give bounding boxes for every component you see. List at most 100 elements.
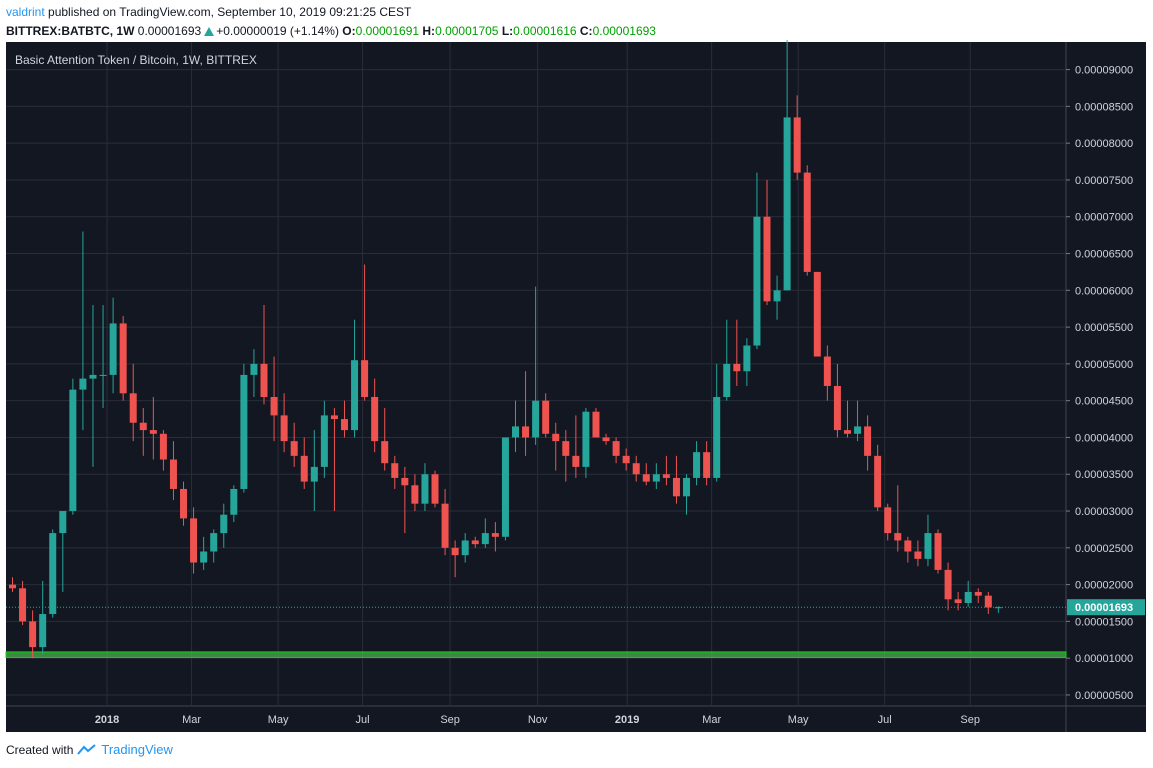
created-with-text: Created with bbox=[6, 742, 74, 757]
candle bbox=[793, 95, 801, 180]
candle bbox=[914, 540, 922, 567]
tradingview-brand[interactable]: TradingView bbox=[101, 742, 173, 757]
x-tick-label: Mar bbox=[702, 714, 721, 726]
candle bbox=[672, 455, 680, 504]
x-tick-label: May bbox=[788, 714, 809, 726]
grid-lines bbox=[6, 42, 1146, 732]
candle bbox=[320, 400, 328, 478]
candle bbox=[723, 319, 731, 401]
candle bbox=[79, 231, 87, 431]
candle bbox=[240, 363, 248, 493]
candle bbox=[813, 271, 821, 357]
candle bbox=[713, 363, 721, 482]
y-tick-label: 0.00006000 bbox=[1075, 285, 1133, 297]
x-tick-label: Nov bbox=[528, 714, 548, 726]
y-tick-label: 0.00003000 bbox=[1075, 506, 1133, 518]
candle bbox=[260, 305, 268, 405]
tradingview-logo-icon bbox=[77, 743, 97, 755]
footer: Created with TradingView bbox=[6, 742, 173, 757]
candle bbox=[552, 422, 560, 471]
candle bbox=[340, 400, 348, 438]
candle bbox=[904, 536, 912, 563]
candle bbox=[743, 338, 751, 386]
price-change: +0.00000019 (+1.14%) bbox=[216, 24, 339, 38]
candle bbox=[129, 363, 137, 442]
x-tick-label: Sep bbox=[440, 714, 460, 726]
low-label: L: bbox=[501, 24, 514, 38]
chart-header: valdrint published on TradingView.com, S… bbox=[6, 4, 656, 39]
candle bbox=[522, 371, 530, 456]
candle bbox=[119, 316, 127, 401]
candle bbox=[562, 430, 570, 482]
y-tick-label: 0.00005000 bbox=[1075, 359, 1133, 371]
symbol-label: BITTREX:BATBTC, 1W bbox=[6, 24, 135, 38]
last-price-badge: 0.00001693 bbox=[1067, 599, 1145, 616]
candle bbox=[783, 40, 791, 291]
candle bbox=[149, 396, 157, 460]
chart-title: Basic Attention Token / Bitcoin, 1W, BIT… bbox=[15, 53, 257, 67]
candle bbox=[854, 400, 862, 442]
y-tick-label: 0.00004500 bbox=[1075, 396, 1133, 408]
candle bbox=[220, 503, 228, 548]
candle bbox=[501, 437, 509, 541]
candles bbox=[9, 40, 1002, 659]
candle bbox=[974, 588, 982, 603]
candle bbox=[582, 408, 590, 478]
y-tick-label: 0.00008500 bbox=[1075, 101, 1133, 113]
y-tick-label: 0.00004000 bbox=[1075, 432, 1133, 444]
candle bbox=[662, 455, 670, 486]
candle bbox=[230, 485, 238, 523]
candle bbox=[884, 503, 892, 541]
candle bbox=[159, 430, 167, 471]
candle bbox=[803, 165, 811, 276]
candle bbox=[874, 444, 882, 512]
low-value: 0.00001616 bbox=[513, 24, 577, 38]
close-value: 0.00001693 bbox=[592, 24, 656, 38]
candlestick-chart[interactable]: 0.00000500 0.00001000 0.00001500 0.00002000… bbox=[0, 0, 1153, 740]
candle bbox=[532, 286, 540, 445]
y-tick-label: 0.00009000 bbox=[1075, 65, 1133, 77]
candle bbox=[381, 408, 389, 471]
last-price: 0.00001693 bbox=[137, 24, 202, 38]
candle bbox=[200, 536, 208, 570]
y-tick-label: 0.00006500 bbox=[1075, 249, 1133, 261]
candle bbox=[703, 441, 711, 486]
candle bbox=[280, 393, 288, 453]
candle bbox=[481, 518, 489, 548]
candle bbox=[944, 562, 952, 611]
price-axis[interactable]: 0.00000500 0.00001000 0.00001500 0.00002000… bbox=[1066, 65, 1133, 702]
y-tick-label: 0.00007500 bbox=[1075, 175, 1133, 187]
x-tick-label: Mar bbox=[182, 714, 201, 726]
candle bbox=[693, 441, 701, 486]
y-tick-label: 0.00003500 bbox=[1075, 469, 1133, 481]
candle bbox=[491, 522, 499, 552]
candle bbox=[994, 606, 1002, 613]
candle bbox=[592, 408, 600, 438]
candle bbox=[421, 463, 429, 512]
candle bbox=[652, 463, 660, 489]
candle bbox=[622, 448, 630, 471]
candle bbox=[290, 422, 298, 467]
candle bbox=[441, 488, 449, 556]
candle bbox=[139, 408, 147, 456]
high-label: H: bbox=[422, 24, 436, 38]
candle bbox=[833, 363, 841, 438]
support-band bbox=[5, 651, 1067, 658]
chart-background bbox=[6, 42, 1146, 732]
candle bbox=[190, 507, 198, 574]
candle bbox=[39, 580, 47, 655]
y-tick-label: 0.00001000 bbox=[1075, 653, 1133, 665]
candle bbox=[572, 415, 580, 478]
candle bbox=[109, 297, 117, 394]
open-value: 0.00001691 bbox=[355, 24, 420, 38]
candle bbox=[451, 540, 459, 578]
x-tick-label: Jul bbox=[878, 714, 892, 726]
candle bbox=[602, 433, 610, 445]
candle bbox=[351, 319, 359, 438]
time-axis[interactable]: 2018 Mar May Jul Sep Nov 2019 Mar May Jul Sep bbox=[95, 714, 980, 726]
author-name[interactable]: valdrint bbox=[6, 5, 45, 19]
high-value: 0.00001705 bbox=[435, 24, 499, 38]
candle bbox=[954, 591, 962, 611]
candle bbox=[401, 466, 409, 534]
candle bbox=[612, 437, 620, 464]
